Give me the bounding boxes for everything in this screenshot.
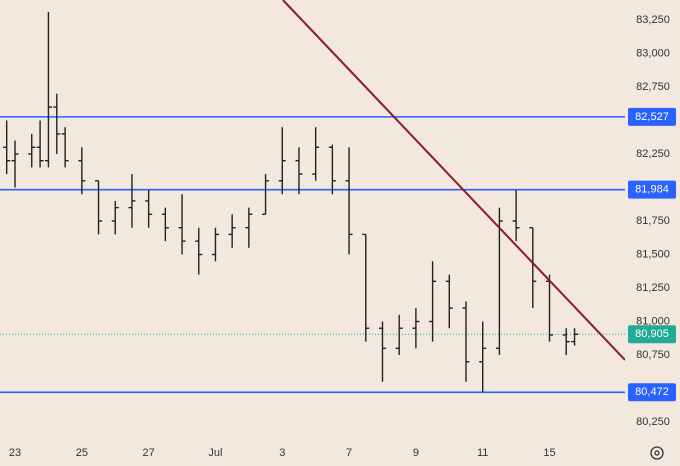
ohlc-bar: [44, 11, 52, 168]
x-tick-label: 27: [143, 447, 155, 459]
ohlc-bar: [95, 180, 103, 235]
ohlc-bar: [3, 120, 11, 175]
ohlc-bar: [53, 93, 61, 154]
x-tick-label: 7: [346, 447, 352, 459]
x-tick-label: 9: [413, 447, 419, 459]
ohlc-bar: [36, 120, 44, 168]
y-tick-label: 80,250: [636, 416, 670, 428]
ohlc-bar: [262, 174, 270, 216]
x-tick-label: 15: [543, 447, 555, 459]
ohlc-bar: [178, 194, 186, 255]
ohlc-bar: [412, 308, 420, 349]
x-tick-label: 3: [279, 447, 285, 459]
y-tick-label: 81,250: [636, 282, 670, 294]
price-label-box: [628, 383, 676, 402]
ohlc-bar: [328, 144, 336, 195]
y-tick-label: 81,750: [636, 215, 670, 227]
plot-area: [0, 0, 625, 394]
x-tick-label: 23: [9, 447, 21, 459]
price-label-box: [628, 180, 676, 199]
ohlc-bar: [295, 147, 303, 195]
y-tick-label: 81,500: [636, 248, 670, 260]
ohlc-bar: [378, 321, 386, 382]
x-tick-label: 25: [76, 447, 88, 459]
ohlc-bar: [395, 314, 403, 356]
x-tick-label: 11: [477, 447, 488, 459]
ohlc-bar: [195, 227, 203, 275]
y-tick-label: 83,000: [636, 47, 670, 59]
y-tick-label: 82,750: [636, 81, 670, 93]
x-tick-label: Jul: [208, 447, 222, 459]
ohlc-bar: [245, 207, 253, 248]
trend-line: [282, 0, 625, 361]
ohlc-bar: [479, 321, 487, 393]
price-label: 81,984: [635, 184, 669, 196]
price-label-box: [628, 325, 676, 344]
ohlc-bar: [529, 227, 537, 309]
ohlc-bar: [128, 174, 136, 228]
y-tick-label: 82,250: [636, 148, 670, 160]
axes: 80,25080,50080,75081,00081,25081,50081,7…: [9, 14, 676, 459]
ohlc-bar: [495, 207, 503, 356]
ohlc-bar: [345, 147, 353, 255]
y-tick-label: 80,750: [636, 349, 670, 361]
ohlc-bar: [462, 301, 470, 382]
price-label: 80,905: [635, 328, 669, 340]
ohlc-bar: [161, 207, 169, 242]
y-tick-label: 83,250: [636, 14, 670, 26]
ohlc-bar: [562, 328, 570, 356]
price-label: 80,472: [635, 386, 669, 398]
settings-icon[interactable]: [650, 446, 664, 460]
ohlc-bar: [312, 127, 320, 181]
ohlc-bar: [429, 261, 437, 342]
ohlc-bar: [362, 233, 370, 342]
price-label-box: [628, 107, 676, 126]
ohlc-bar: [78, 147, 86, 195]
ohlc-bar: [445, 274, 453, 329]
ohlc-bar: [111, 200, 119, 235]
y-tick-label: 81,000: [636, 315, 670, 327]
ohlc-bar: [145, 190, 153, 228]
ohlc-bar: [278, 127, 286, 195]
ohlc-bar: [512, 190, 520, 242]
ohlc-bar: [571, 328, 579, 346]
price-label: 82,527: [635, 111, 669, 123]
ohlc-bar: [11, 140, 19, 188]
ohlc-bar: [211, 227, 219, 262]
ohlc-bar: [28, 133, 36, 168]
ohlc-bar: [228, 214, 236, 248]
ohlc-bar: [61, 127, 69, 168]
